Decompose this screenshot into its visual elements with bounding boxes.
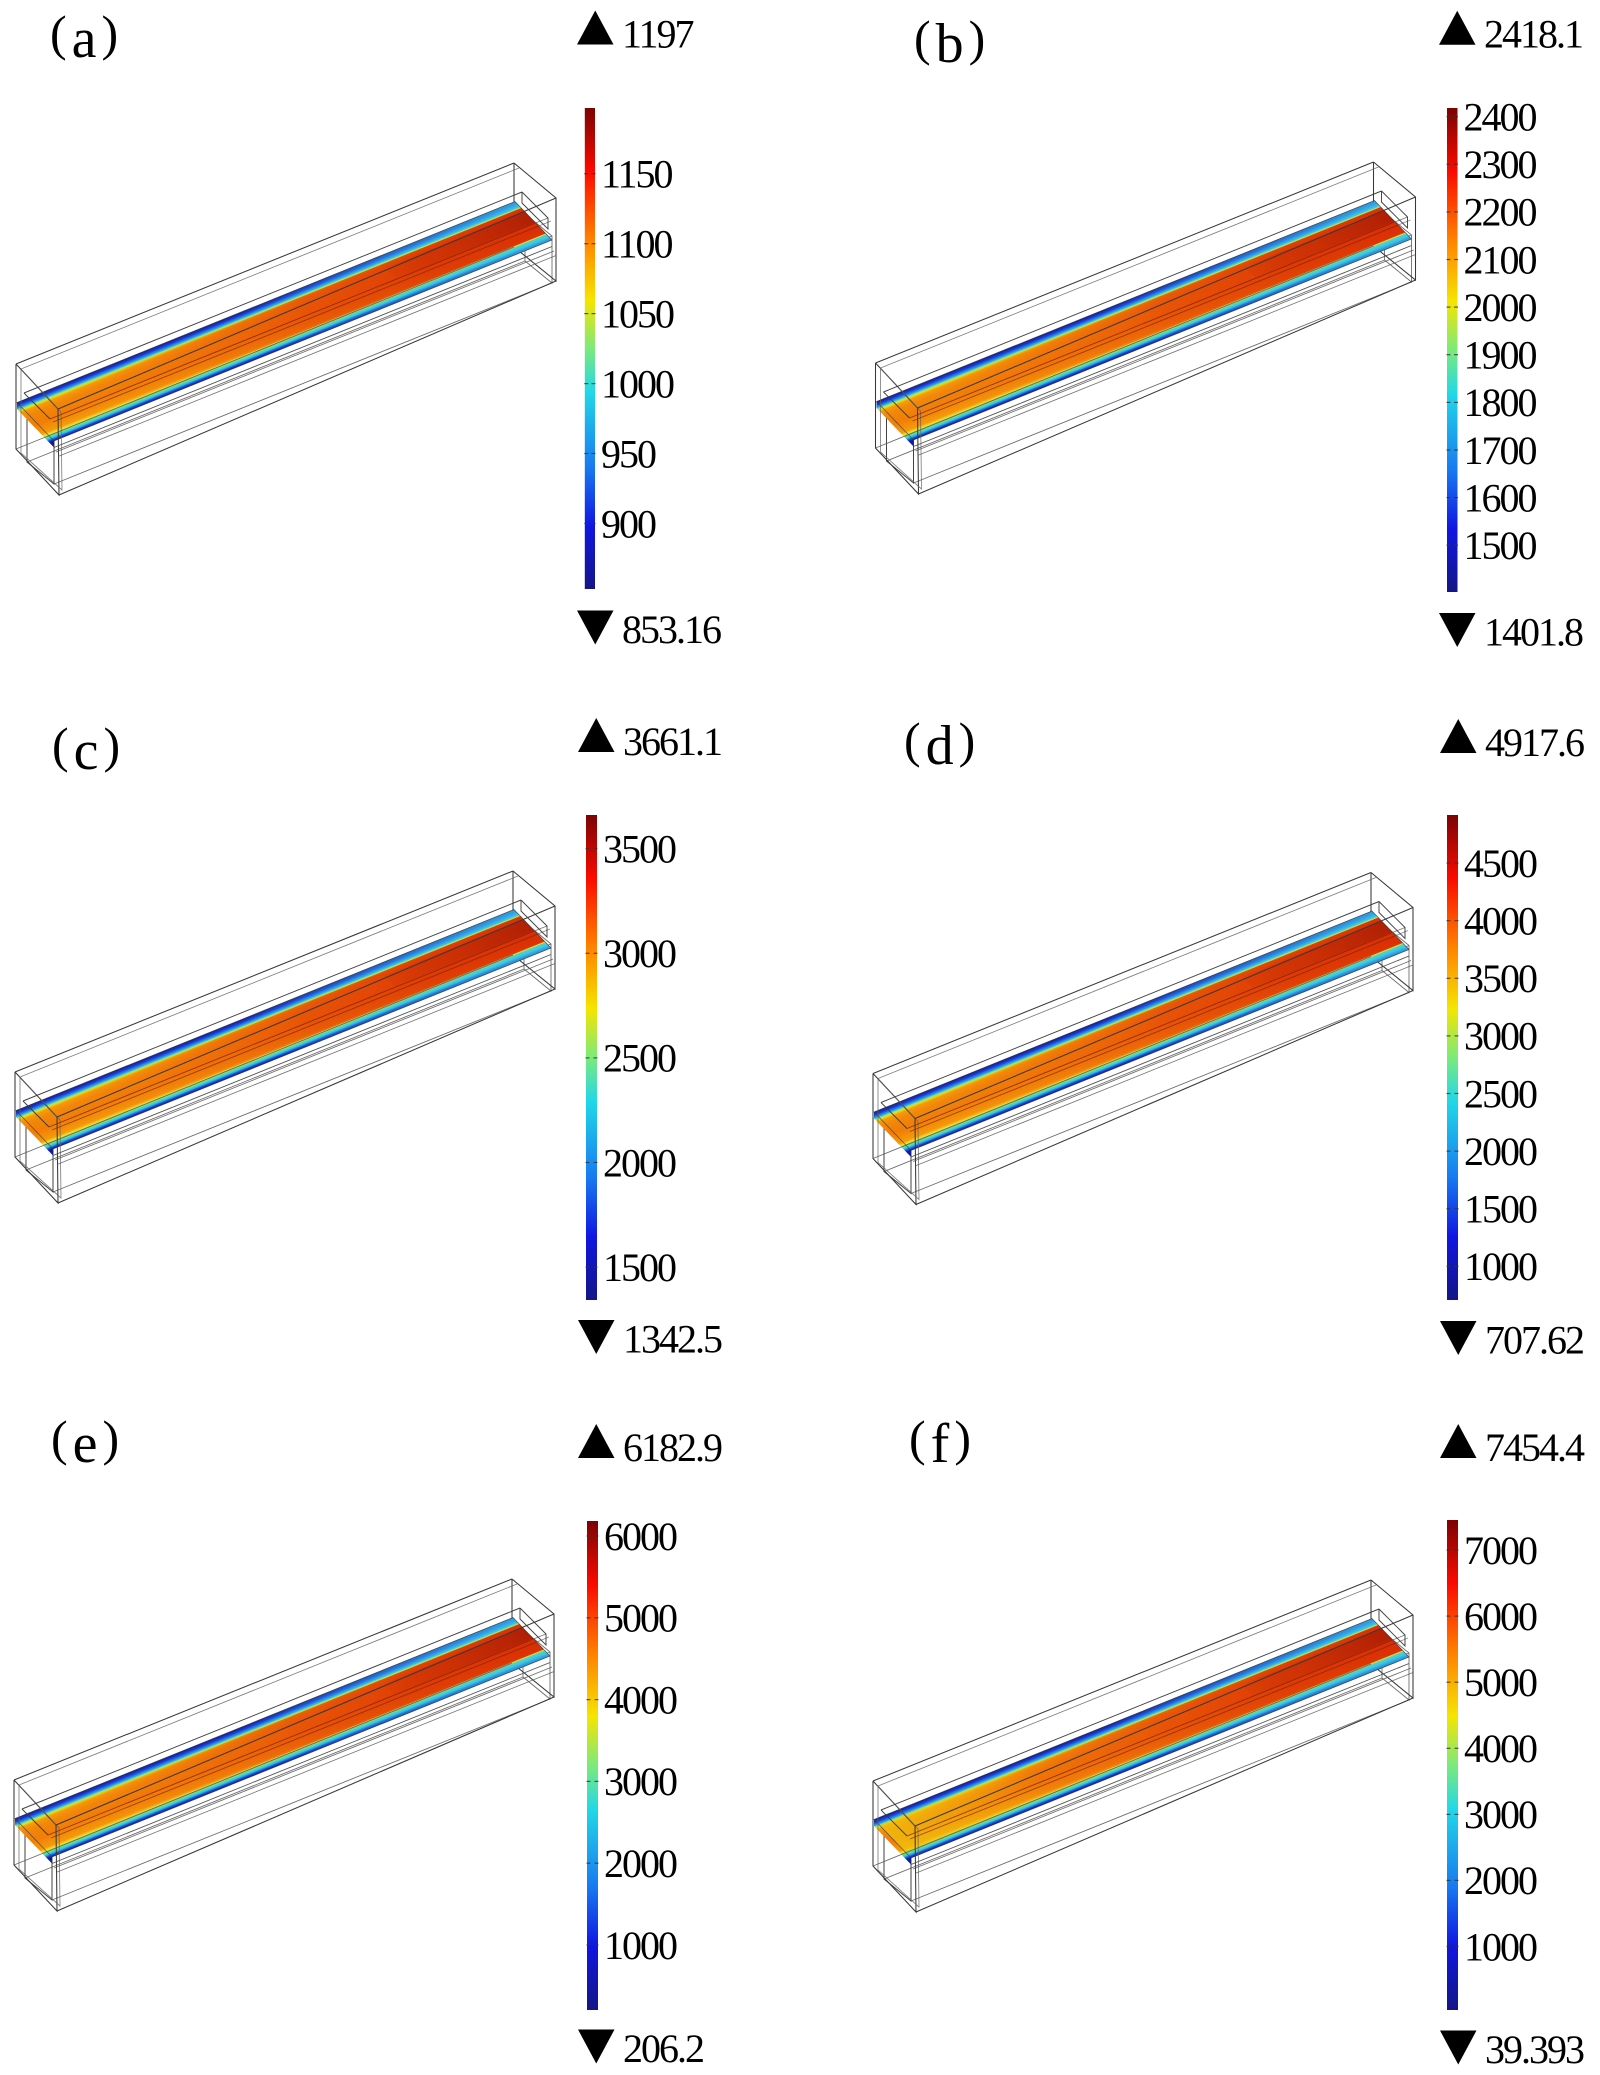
svg-text:7454.4: 7454.4 [1485,1425,1585,1470]
svg-text:7000: 7000 [1464,1528,1537,1573]
svg-text:1197: 1197 [622,12,694,57]
svg-text:1000: 1000 [1464,1924,1537,1969]
svg-text:2000: 2000 [1464,1858,1537,1903]
svg-text:(f): (f) [909,1410,971,1475]
svg-text:5000: 5000 [1464,1660,1537,1705]
svg-text:6000: 6000 [1464,1594,1537,1639]
svg-text:2300: 2300 [1464,142,1537,187]
svg-text:2200: 2200 [1464,190,1537,235]
svg-text:707.62: 707.62 [1485,1318,1583,1363]
svg-text:1500: 1500 [1464,1187,1537,1232]
svg-text:1000: 1000 [601,361,674,406]
svg-text:2400: 2400 [1464,94,1537,139]
svg-text:(b): (b) [914,10,985,75]
svg-text:1900: 1900 [1464,333,1537,378]
svg-text:(a): (a) [50,5,118,70]
svg-text:1050: 1050 [601,291,674,336]
svg-text:1500: 1500 [1464,523,1537,568]
svg-text:3000: 3000 [1464,1792,1537,1837]
svg-text:3661.1: 3661.1 [623,719,721,764]
svg-text:3000: 3000 [1464,1014,1537,1059]
svg-text:4000: 4000 [1464,1726,1537,1771]
svg-text:2500: 2500 [1464,1071,1537,1116]
svg-text:4000: 4000 [604,1677,677,1722]
svg-text:(e): (e) [51,1410,119,1475]
svg-text:4917.6: 4917.6 [1485,720,1584,765]
svg-text:206.2: 206.2 [623,2026,703,2071]
svg-text:900: 900 [601,501,656,546]
svg-text:2000: 2000 [603,1140,676,1185]
svg-text:1000: 1000 [1464,1244,1537,1289]
svg-text:6182.9: 6182.9 [623,1425,722,1470]
svg-text:4000: 4000 [1464,899,1537,944]
svg-text:1500: 1500 [603,1245,676,1290]
svg-text:(c): (c) [52,717,120,782]
svg-text:853.16: 853.16 [622,607,721,652]
svg-text:1700: 1700 [1464,428,1537,473]
svg-text:5000: 5000 [604,1596,677,1641]
svg-text:2000: 2000 [1464,1129,1537,1174]
svg-text:1800: 1800 [1464,380,1537,425]
svg-text:1100: 1100 [601,222,673,267]
svg-text:4500: 4500 [1464,841,1537,886]
svg-text:1401.8: 1401.8 [1484,610,1583,655]
svg-text:3000: 3000 [604,1759,677,1804]
svg-text:39.393: 39.393 [1485,2027,1584,2072]
svg-text:6000: 6000 [604,1514,677,1559]
svg-text:3500: 3500 [603,827,676,872]
svg-text:2000: 2000 [1464,285,1537,330]
svg-text:(d): (d) [904,712,975,777]
svg-text:1150: 1150 [601,152,673,197]
svg-text:3500: 3500 [1464,956,1537,1001]
svg-text:2100: 2100 [1464,237,1537,282]
svg-text:3000: 3000 [603,931,676,976]
svg-text:2000: 2000 [604,1841,677,1886]
svg-text:1600: 1600 [1464,475,1537,520]
svg-text:1342.5: 1342.5 [623,1317,722,1362]
svg-text:950: 950 [601,431,656,476]
svg-text:2500: 2500 [603,1036,676,1081]
svg-text:2418.1: 2418.1 [1484,12,1582,57]
svg-text:1000: 1000 [604,1923,677,1968]
